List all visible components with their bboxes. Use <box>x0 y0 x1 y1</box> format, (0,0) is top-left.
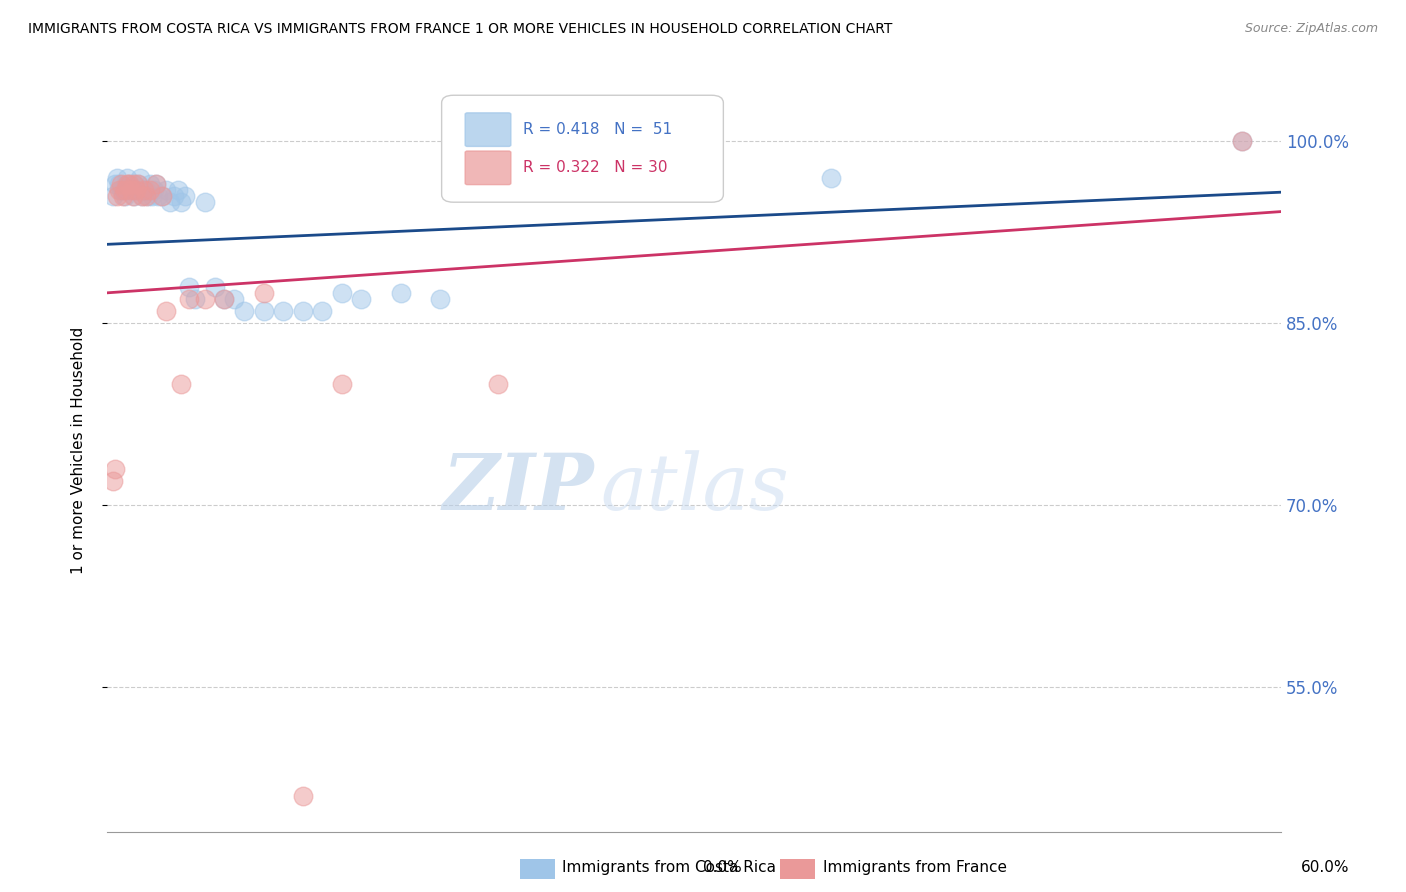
Point <box>121 177 143 191</box>
Point <box>170 376 193 391</box>
FancyBboxPatch shape <box>441 95 723 202</box>
Point <box>1230 134 1253 148</box>
Text: atlas: atlas <box>600 450 789 527</box>
FancyBboxPatch shape <box>465 112 510 146</box>
Text: IMMIGRANTS FROM COSTA RICA VS IMMIGRANTS FROM FRANCE 1 OR MORE VEHICLES IN HOUSE: IMMIGRANTS FROM COSTA RICA VS IMMIGRANTS… <box>28 22 893 37</box>
Point <box>117 177 139 191</box>
Point <box>174 189 197 203</box>
Point <box>110 183 132 197</box>
Point <box>271 304 294 318</box>
Point <box>125 183 148 197</box>
Point <box>252 304 274 318</box>
Point <box>120 183 142 197</box>
Point <box>139 183 162 197</box>
Point <box>134 183 156 197</box>
Point <box>139 177 162 191</box>
Point <box>105 189 128 203</box>
Point <box>155 183 177 197</box>
Point <box>127 177 149 191</box>
Point <box>135 183 157 197</box>
Point <box>155 304 177 318</box>
Text: Immigrants from France: Immigrants from France <box>823 860 1007 874</box>
Point <box>114 189 136 203</box>
Point <box>233 304 256 318</box>
Point <box>150 189 173 203</box>
Point <box>389 285 412 300</box>
Point <box>820 170 842 185</box>
Point <box>115 177 138 191</box>
Point <box>150 189 173 203</box>
Text: Source: ZipAtlas.com: Source: ZipAtlas.com <box>1244 22 1378 36</box>
Text: ZIP: ZIP <box>443 450 595 527</box>
Point <box>1230 134 1253 148</box>
Point <box>683 177 706 191</box>
Point <box>117 177 139 191</box>
Point <box>131 189 153 203</box>
Text: R = 0.418   N =  51: R = 0.418 N = 51 <box>523 122 672 137</box>
Point <box>143 183 166 197</box>
Point <box>179 292 201 306</box>
Text: R = 0.322   N = 30: R = 0.322 N = 30 <box>523 161 666 176</box>
Point <box>124 189 146 203</box>
Point <box>120 183 142 197</box>
Point <box>131 189 153 203</box>
Point <box>486 376 509 391</box>
Text: Immigrants from Costa Rica: Immigrants from Costa Rica <box>562 860 776 874</box>
Text: 60.0%: 60.0% <box>1302 860 1350 874</box>
Point <box>108 177 131 191</box>
Text: 0.0%: 0.0% <box>703 860 742 874</box>
Point <box>179 279 201 293</box>
Point <box>194 194 217 209</box>
Point <box>127 177 149 191</box>
Point <box>135 189 157 203</box>
Point <box>291 304 314 318</box>
Point <box>111 189 134 203</box>
Point <box>101 474 124 488</box>
Point <box>121 189 143 203</box>
Point <box>330 376 353 391</box>
Point <box>141 189 163 203</box>
Point <box>136 189 159 203</box>
Point <box>104 177 127 191</box>
Point <box>204 279 226 293</box>
FancyBboxPatch shape <box>465 151 510 185</box>
Point <box>159 194 181 209</box>
Point <box>111 183 134 197</box>
Point <box>585 170 607 185</box>
Point <box>101 189 124 203</box>
Point <box>115 170 138 185</box>
Point <box>124 177 146 191</box>
Point <box>291 789 314 803</box>
Point <box>145 177 167 191</box>
Point <box>125 183 148 197</box>
Point <box>129 170 152 185</box>
Point <box>214 292 236 306</box>
Point <box>162 189 184 203</box>
Point <box>350 292 373 306</box>
Point <box>145 177 167 191</box>
Point <box>330 285 353 300</box>
Point <box>224 292 246 306</box>
Point <box>311 304 333 318</box>
Point <box>194 292 217 306</box>
Point <box>214 292 236 306</box>
Point <box>429 292 451 306</box>
Y-axis label: 1 or more Vehicles in Household: 1 or more Vehicles in Household <box>72 326 86 574</box>
Point <box>104 461 127 475</box>
Point <box>114 183 136 197</box>
Point <box>166 183 188 197</box>
Point <box>108 183 131 197</box>
Point <box>486 170 509 185</box>
Point <box>170 194 193 209</box>
Point <box>146 189 169 203</box>
Point <box>105 170 128 185</box>
Point <box>110 177 132 191</box>
Point <box>252 285 274 300</box>
Point <box>134 183 156 197</box>
Point <box>184 292 207 306</box>
